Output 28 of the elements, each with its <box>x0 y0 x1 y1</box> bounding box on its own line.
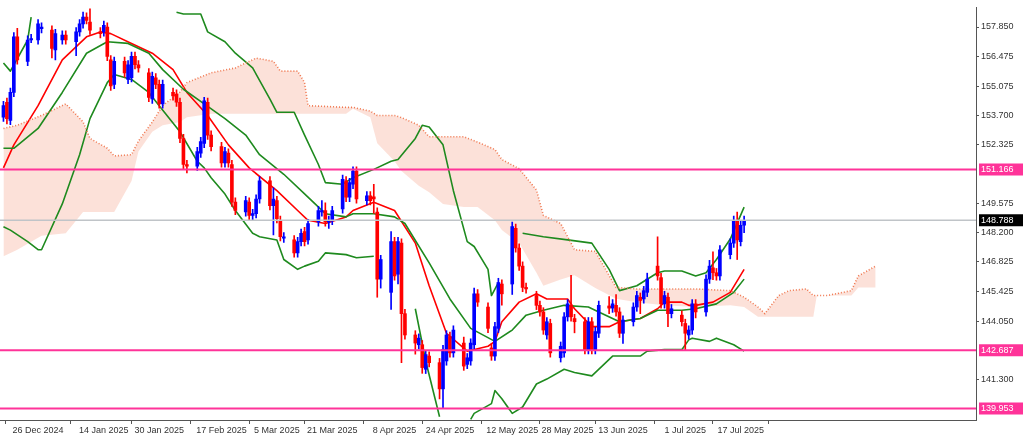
x-tick-label: 24 Apr 2025 <box>425 424 475 435</box>
x-tick-label: 13 Jun 2025 <box>598 424 648 435</box>
x-tick-label: 26 Dec 2024 <box>12 424 64 435</box>
x-tick-label: 28 May 2025 <box>541 424 594 435</box>
x-tick-label: 5 Mar 2025 <box>254 424 300 435</box>
y-tick-label: 149.575 <box>981 197 1014 208</box>
x-tick-label: 14 Jan 2025 <box>79 424 129 435</box>
y-tick-label: 148.200 <box>981 227 1014 238</box>
x-tick-label: 17 Jul 2025 <box>717 424 764 435</box>
x-tick-label: 30 Jan 2025 <box>134 424 184 435</box>
y-tick-label: 146.825 <box>981 256 1014 267</box>
y-tick-label: 157.850 <box>981 21 1014 32</box>
ref-line-label: 151.166 <box>981 164 1014 175</box>
ref-line-label: 139.953 <box>981 403 1014 414</box>
x-tick-label: 17 Feb 2025 <box>196 424 247 435</box>
x-tick-label: 1 Jul 2025 <box>664 424 707 435</box>
ref-line-label: 142.687 <box>981 345 1014 356</box>
y-tick-label: 153.700 <box>981 109 1014 120</box>
x-tick-label: 8 Apr 2025 <box>372 424 417 435</box>
y-tick-label: 144.050 <box>981 315 1014 326</box>
y-tick-label: 155.075 <box>981 80 1014 91</box>
y-tick-label: 145.425 <box>981 286 1014 297</box>
y-tick-label: 141.300 <box>981 374 1014 385</box>
y-tick-label: 152.325 <box>981 139 1014 150</box>
ref-line-label: 148.788 <box>981 215 1014 226</box>
x-tick-label: 12 May 2025 <box>486 424 539 435</box>
x-tick-label: 21 Mar 2025 <box>306 424 358 435</box>
y-tick-label: 156.475 <box>981 50 1014 61</box>
